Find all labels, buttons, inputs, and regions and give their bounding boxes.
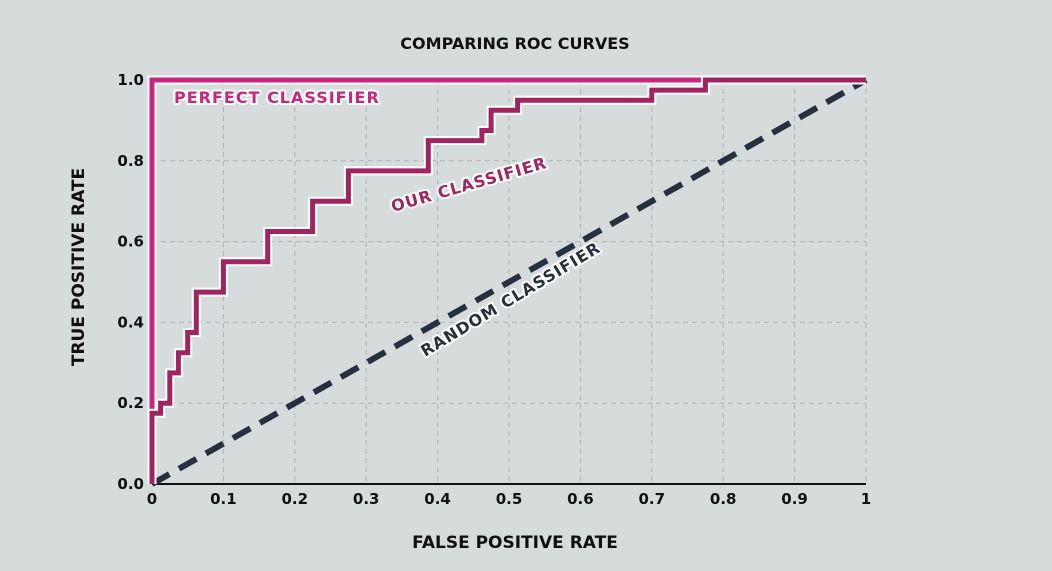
x-tick-label: 0.7	[639, 490, 666, 508]
series-label-our-classifier: OUR CLASSIFIER	[389, 153, 549, 216]
x-tick-label: 0.6	[567, 490, 594, 508]
y-tick-labels: 0.0 0.2 0.4 0.6 0.8 1.0	[117, 71, 144, 493]
y-tick-label: 0.6	[117, 233, 144, 251]
series-line-perfect-classifier	[149, 77, 866, 484]
x-tick-label: 0.9	[781, 490, 808, 508]
series-label-random-classifier: RANDOM CLASSIFIER	[417, 238, 604, 360]
y-tick-label: 0.8	[117, 152, 144, 170]
y-tick-label: 0.0	[117, 475, 144, 493]
series-line-our-classifier	[149, 77, 866, 484]
x-axis-label: FALSE POSITIVE RATE	[412, 533, 618, 553]
x-tick-label: 1	[861, 490, 871, 508]
y-tick-label: 0.2	[117, 394, 144, 412]
x-tick-label: 0.2	[282, 490, 309, 508]
series-line-random-classifier	[150, 77, 868, 487]
y-tick-label: 0.4	[117, 313, 144, 331]
x-tick-label: 0.8	[710, 490, 737, 508]
y-axis-label: TRUE POSITIVE RATE	[69, 168, 89, 366]
chart-title: COMPARING ROC CURVES	[400, 34, 629, 53]
y-tick-label: 1.0	[117, 71, 144, 89]
series-lines	[147, 75, 868, 487]
x-tick-labels: 0 0.1 0.2 0.3 0.4 0.5 0.6 0.7 0.8 0.9 1	[147, 490, 871, 508]
x-tick-label: 0.5	[496, 490, 523, 508]
x-tick-label: 0.3	[353, 490, 380, 508]
x-tick-label: 0.4	[424, 490, 451, 508]
x-tick-label: 0.1	[210, 490, 237, 508]
x-tick-label: 0	[147, 490, 157, 508]
series-label-perfect-classifier: PERFECT CLASSIFIER	[174, 88, 380, 107]
